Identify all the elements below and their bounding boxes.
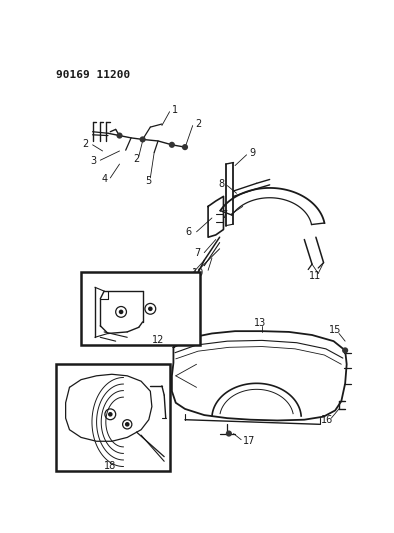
Text: 18: 18: [104, 461, 116, 471]
Text: 8: 8: [218, 179, 224, 189]
Circle shape: [117, 133, 123, 139]
Text: 16: 16: [322, 415, 334, 425]
Text: 17: 17: [243, 436, 255, 446]
Circle shape: [182, 144, 188, 150]
Circle shape: [148, 306, 152, 311]
Text: 2: 2: [195, 119, 201, 129]
Text: 6: 6: [185, 227, 191, 237]
Text: 5: 5: [146, 176, 152, 186]
Text: 9: 9: [249, 148, 255, 158]
Text: 4: 4: [101, 174, 107, 184]
Bar: [81, 272, 201, 345]
Text: 3: 3: [90, 156, 97, 166]
Text: 14: 14: [157, 371, 169, 381]
Text: 13: 13: [254, 318, 266, 328]
Bar: [56, 364, 170, 471]
Text: 2: 2: [133, 155, 139, 165]
Text: 7: 7: [194, 248, 201, 259]
Circle shape: [119, 310, 123, 314]
Circle shape: [342, 348, 348, 353]
Text: 1: 1: [172, 105, 178, 115]
Text: 12: 12: [152, 335, 164, 345]
Circle shape: [226, 431, 232, 437]
Text: 10: 10: [192, 269, 204, 278]
Text: 15: 15: [329, 325, 341, 335]
Circle shape: [125, 422, 130, 426]
Text: 2: 2: [82, 139, 89, 149]
Text: 7: 7: [221, 210, 227, 220]
Text: 11: 11: [309, 271, 321, 281]
Circle shape: [169, 142, 175, 148]
Circle shape: [139, 136, 146, 142]
Text: 90169 11200: 90169 11200: [56, 70, 131, 80]
Circle shape: [108, 412, 113, 417]
